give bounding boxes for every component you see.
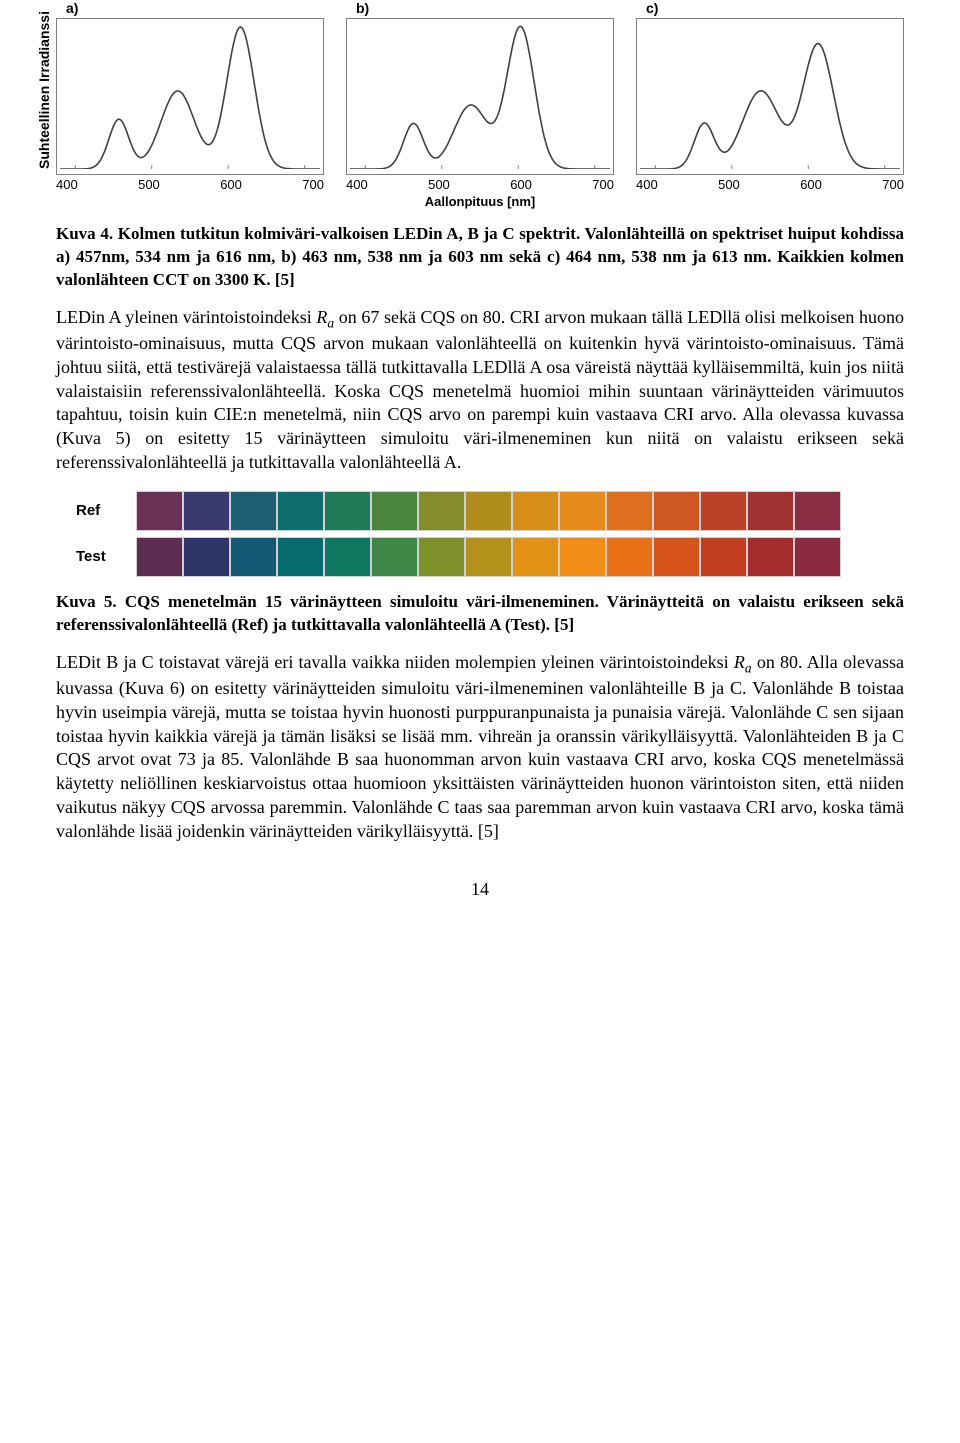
xtick-labels: 400 500 600 700 — [346, 177, 614, 192]
para1-post: on 67 sekä CQS on 80. CRI arvon mukaan t… — [56, 307, 904, 472]
figure-4-spectra: Suhteellinen Irradianssi a)400500600700b… — [56, 0, 904, 209]
xtick-label: 600 — [220, 177, 242, 192]
caption-kuva4: Kuva 4. Kolmen tutkitun kolmiväri-valkoi… — [56, 223, 904, 292]
color-swatch — [606, 537, 653, 577]
color-swatch — [512, 491, 559, 531]
paragraph-1: LEDin A yleinen värintoistoindeksi Ra on… — [56, 306, 904, 475]
caption4-rest: Kolmen tutkitun kolmiväri-valkoisen LEDi… — [56, 224, 904, 289]
color-swatch — [512, 537, 559, 577]
caption-kuva5: Kuva 5. CQS menetelmän 15 värinäytteen s… — [56, 591, 904, 637]
xtick-label: 400 — [346, 177, 368, 192]
caption4-lead: Kuva 4. — [56, 224, 113, 243]
color-swatch — [136, 491, 183, 531]
color-swatch — [371, 491, 418, 531]
spectrum-panel: c) 400 500 600 700 — [636, 0, 904, 192]
swatch-label-test: Test — [76, 548, 136, 565]
color-swatch — [653, 491, 700, 531]
page: Suhteellinen Irradianssi a)400500600700b… — [0, 0, 960, 940]
spectrum-svg-wrap — [56, 18, 324, 175]
xtick-label: 500 — [138, 177, 160, 192]
color-swatch — [606, 491, 653, 531]
swatch-row-test: Test — [76, 537, 904, 577]
swatch-label-ref: Ref — [76, 502, 136, 519]
test-swatches — [136, 537, 841, 577]
para1-pre: LEDin A yleinen värintoistoindeksi — [56, 307, 316, 327]
spectrum-svg-wrap — [346, 18, 614, 175]
spectrum-panel-label: c) — [636, 0, 904, 16]
spectrum-panel-label: b) — [346, 0, 614, 16]
color-swatch — [230, 537, 277, 577]
xtick-label: 700 — [882, 177, 904, 192]
color-swatch — [559, 537, 606, 577]
color-swatch — [559, 491, 606, 531]
para2-a: a — [745, 660, 752, 675]
color-swatch — [418, 537, 465, 577]
color-swatch — [465, 537, 512, 577]
color-swatch — [747, 491, 794, 531]
para1-R: R — [316, 307, 327, 327]
xtick-labels: 400 500 600 700 — [56, 177, 324, 192]
xtick-label: 400 — [56, 177, 78, 192]
para2-R: R — [734, 652, 745, 672]
spectrum-panel: b) 400 500 600 700 — [346, 0, 614, 192]
spectrum-svg — [57, 19, 323, 169]
color-swatch — [277, 537, 324, 577]
page-number: 14 — [56, 879, 904, 900]
caption5-lead: Kuva 5. — [56, 592, 117, 611]
paragraph-2: LEDit B ja C toistavat värejä eri tavall… — [56, 651, 904, 844]
xtick-label: 500 — [428, 177, 450, 192]
spectrum-svg — [637, 19, 903, 169]
color-swatch — [183, 537, 230, 577]
color-swatch — [136, 537, 183, 577]
color-swatch — [794, 491, 841, 531]
spectra-ylabel: Suhteellinen Irradianssi — [34, 0, 54, 180]
spectrum-panel-label: a) — [56, 0, 324, 16]
spectra-xlabel: Aallonpituus [nm] — [56, 194, 904, 209]
color-swatch — [700, 537, 747, 577]
spectra-ylabel-text: Suhteellinen Irradianssi — [36, 11, 52, 169]
xtick-label: 700 — [302, 177, 324, 192]
para2-pre: LEDit B ja C toistavat värejä eri tavall… — [56, 652, 734, 672]
xtick-label: 600 — [510, 177, 532, 192]
xtick-label: 500 — [718, 177, 740, 192]
spectrum-svg-wrap — [636, 18, 904, 175]
xtick-label: 400 — [636, 177, 658, 192]
spectrum-panel: a) 400 500 600 700 — [56, 0, 324, 192]
color-swatch — [324, 537, 371, 577]
color-swatch — [371, 537, 418, 577]
xtick-labels: 400 500 600 700 — [636, 177, 904, 192]
spectrum-curve — [640, 44, 900, 170]
xtick-label: 600 — [800, 177, 822, 192]
color-swatch — [700, 491, 747, 531]
figure-5-swatches: Ref Test — [56, 491, 904, 577]
para2-post: on 80. Alla olevassa kuvassa (Kuva 6) on… — [56, 652, 904, 841]
xtick-label: 700 — [592, 177, 614, 192]
color-swatch — [277, 491, 324, 531]
color-swatch — [794, 537, 841, 577]
spectrum-curve — [60, 27, 320, 169]
color-swatch — [465, 491, 512, 531]
spectrum-curve — [350, 26, 610, 169]
spectra-row: a) 400 500 600 700 b) 400 500 600 700 c) 400 500 600 7… — [56, 0, 904, 192]
color-swatch — [230, 491, 277, 531]
caption5-rest: CQS menetelmän 15 värinäytteen simuloitu… — [56, 592, 904, 634]
spectrum-svg — [347, 19, 613, 169]
color-swatch — [747, 537, 794, 577]
color-swatch — [324, 491, 371, 531]
swatch-row-ref: Ref — [76, 491, 904, 531]
color-swatch — [418, 491, 465, 531]
ref-swatches — [136, 491, 841, 531]
color-swatch — [653, 537, 700, 577]
color-swatch — [183, 491, 230, 531]
